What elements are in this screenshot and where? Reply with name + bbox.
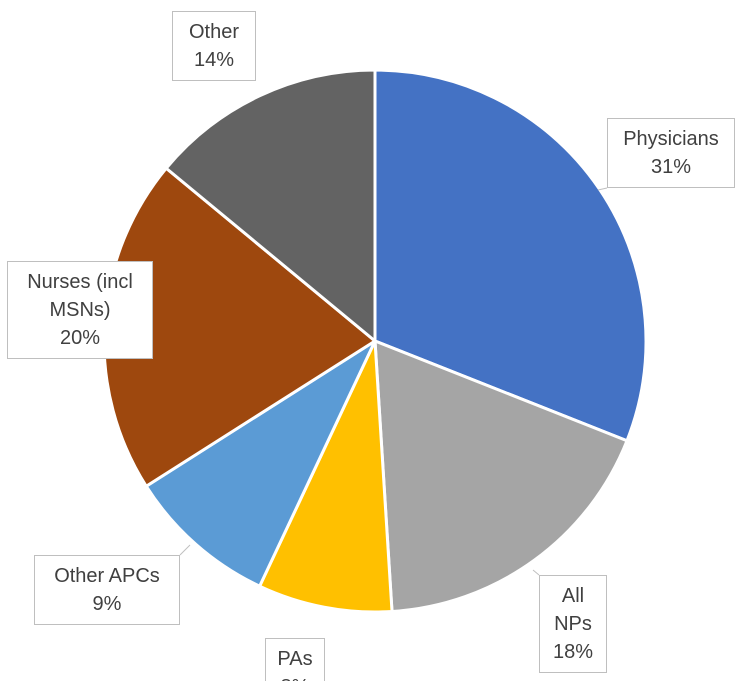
leader-line [597, 187, 608, 191]
category-label: Other [188, 21, 240, 43]
category-label: All NPs [554, 585, 592, 635]
category-label: PAs [277, 648, 313, 670]
pie-slice [258, 339, 394, 614]
data-label: Other APCs 9% [34, 555, 180, 625]
data-label: PAs 8% [265, 638, 325, 681]
data-label: Nurses (incl MSNs) 20% [7, 261, 153, 359]
data-label: Physicians 31% [607, 118, 735, 188]
pie-slice [373, 68, 648, 443]
category-label: Physicians [623, 128, 719, 150]
data-label: Other 14% [172, 11, 256, 81]
category-label: Nurses (incl MSNs) [27, 271, 133, 321]
value-label: 18% [552, 641, 594, 663]
category-label: Other APCs [54, 565, 160, 587]
leader-line [532, 569, 540, 576]
leader-line [179, 544, 191, 556]
value-label: 20% [59, 327, 101, 349]
pie-slice [144, 339, 377, 588]
value-label: 8% [270, 673, 320, 681]
value-label: 31% [650, 156, 692, 178]
pie-slice [373, 339, 629, 613]
data-label: All NPs 18% [539, 575, 607, 673]
pie-slice [164, 68, 377, 343]
value-label: 14% [193, 49, 235, 71]
value-label: 9% [92, 593, 122, 615]
